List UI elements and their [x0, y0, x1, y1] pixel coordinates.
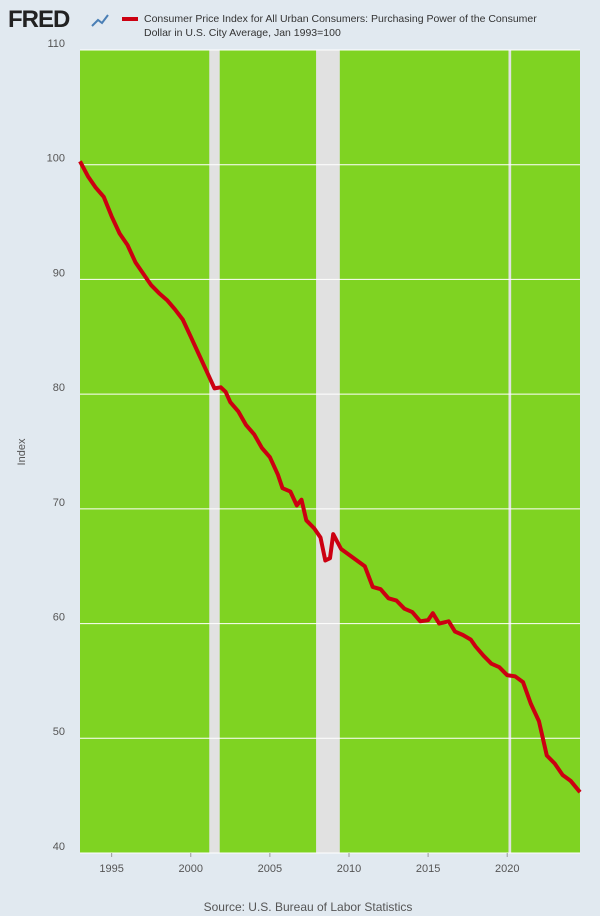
x-tick-label: 2005: [258, 863, 282, 875]
recession-band: [209, 50, 220, 853]
data-line: [78, 160, 582, 794]
x-tick-label: 2015: [416, 863, 440, 875]
y-tick-label: 70: [53, 497, 65, 509]
x-tick-label: 1995: [99, 863, 123, 875]
legend-text: Consumer Price Index for All Urban Consu…: [144, 13, 537, 39]
y-tick-label: 100: [47, 153, 65, 165]
y-tick-label: 60: [53, 611, 65, 623]
logo-icon: [91, 14, 109, 27]
recession-band: [316, 50, 340, 853]
legend-swatch: [122, 17, 138, 21]
y-tick-label: 90: [53, 267, 65, 279]
source: Source: U.S. Bureau of Labor Statistics: [204, 900, 413, 914]
y-tick-label: 80: [53, 382, 65, 394]
recession-band: [508, 50, 512, 853]
y-tick-label: 110: [47, 38, 65, 50]
y-tick-label: 40: [53, 841, 65, 853]
x-tick-label: 2000: [179, 863, 203, 875]
x-tick-label: 2020: [495, 863, 519, 875]
brand-logo: FRED: [8, 6, 70, 33]
y-axis-label: Index: [16, 438, 28, 465]
x-tick-label: 2010: [337, 863, 361, 875]
y-tick-label: 50: [53, 726, 65, 738]
